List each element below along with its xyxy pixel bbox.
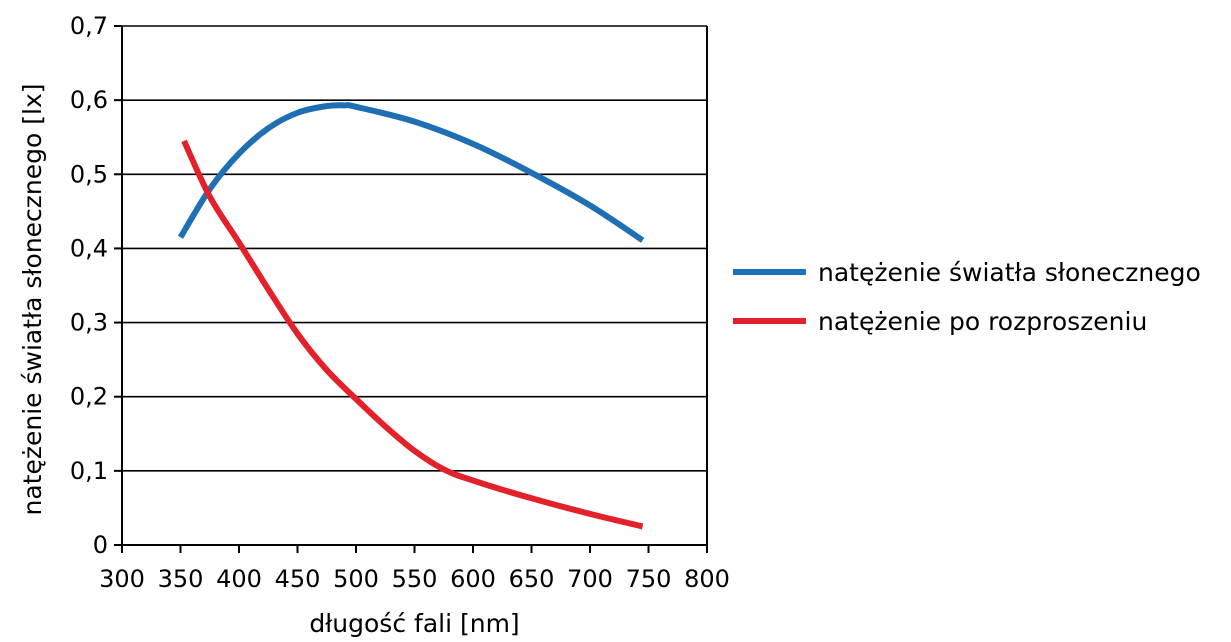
y-tick-label: 0,4 — [70, 234, 108, 262]
y-tick-label: 0 — [93, 531, 108, 559]
y-axis-title: natężenie światła słonecznego [lx] — [18, 84, 47, 516]
series-line-2 — [181, 139, 644, 530]
x-axis-title: długość fali [nm] — [309, 609, 519, 638]
y-tick-label: 0,1 — [70, 457, 108, 485]
y-tick-label: 0,6 — [70, 86, 108, 114]
y-tick-label: 0,5 — [70, 160, 108, 188]
x-tick-label: 400 — [216, 565, 262, 593]
legend: natężenie światła słonecznego natężenie p… — [733, 258, 1201, 336]
series-lines — [177, 102, 645, 530]
y-tick-label: 0,7 — [70, 12, 108, 40]
series-line-1 — [177, 102, 645, 243]
x-tick-label: 700 — [567, 565, 613, 593]
x-tick-label: 550 — [392, 565, 438, 593]
x-tick-label: 450 — [275, 565, 321, 593]
axes — [114, 25, 708, 553]
grid-lines — [122, 25, 707, 472]
legend-label-2: natężenie po rozproszeniu — [818, 307, 1147, 336]
y-tick-label: 0,2 — [70, 383, 108, 411]
x-tick-label: 750 — [626, 565, 672, 593]
y-tick-label: 0,3 — [70, 309, 108, 337]
x-tick-label: 650 — [509, 565, 555, 593]
tick-labels: 0 0,1 0,2 0,3 0,4 0,5 0,6 0,7 300 350 400 450 500 550… — [70, 12, 730, 593]
x-tick-label: 350 — [158, 565, 204, 593]
x-tick-label: 600 — [450, 565, 496, 593]
x-tick-label: 800 — [684, 565, 730, 593]
legend-label-1: natężenie światła słonecznego — [818, 258, 1201, 287]
x-tick-label: 300 — [99, 565, 145, 593]
x-tick-label: 500 — [333, 565, 379, 593]
